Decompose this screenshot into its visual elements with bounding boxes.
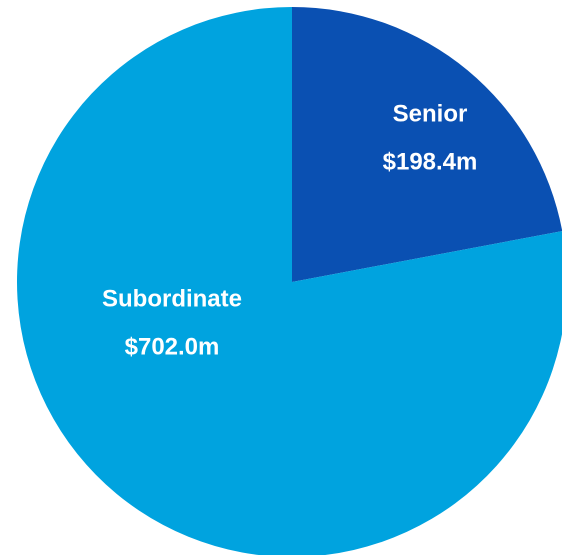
slice-value-label: $198.4m xyxy=(383,148,478,175)
slice-label: Senior xyxy=(393,100,468,127)
pie-slice xyxy=(17,7,562,555)
pie-slice xyxy=(292,7,562,282)
slice-value-label: $702.0m xyxy=(125,333,220,360)
slice-label: Subordinate xyxy=(102,285,242,312)
